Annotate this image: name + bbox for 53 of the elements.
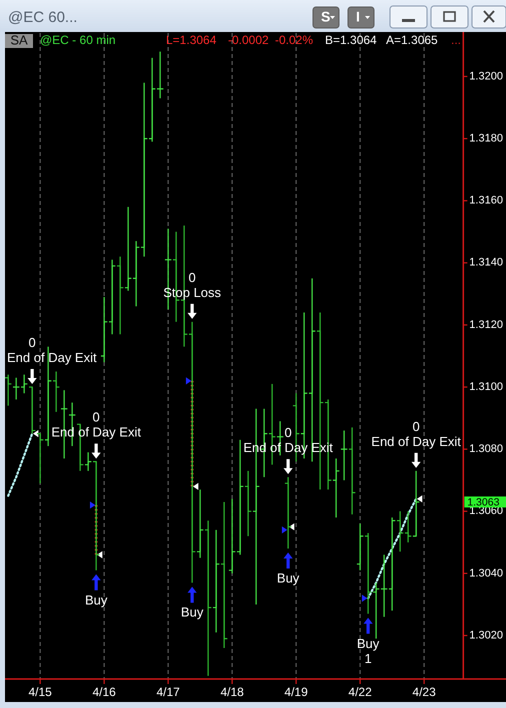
candlestick (356, 523, 364, 571)
y-tick-label: 1.3180 (469, 132, 503, 144)
annotation: 0 End of Day Exit (371, 419, 462, 450)
x-tick-label: 4/15 (28, 685, 52, 700)
candlestick (412, 470, 420, 537)
annotation: SA (10, 32, 28, 48)
text: S (321, 8, 330, 25)
candlestick (212, 529, 220, 634)
text: ... (451, 33, 462, 48)
annotation: Buy (180, 605, 204, 620)
annotation: Buy (84, 592, 108, 608)
y-tick-label: 1.3100 (469, 380, 503, 393)
candlestick (5, 374, 12, 406)
x-tick-label: 4/18 (220, 685, 244, 700)
candlestick (92, 460, 100, 571)
candlestick (364, 532, 372, 614)
candlestick (52, 370, 60, 413)
x-tick-label: 4/19 (284, 685, 308, 700)
x-tick-label: 4/16 (92, 685, 116, 700)
candlestick (116, 256, 124, 335)
candlestick (36, 433, 44, 484)
candlestick (196, 488, 204, 558)
candlestick (220, 501, 228, 649)
annotation: Buy 1 (356, 636, 380, 666)
annotation: 0 End of Day Exit (7, 335, 97, 366)
annotation: L=1.3064 (166, 33, 217, 48)
candlestick (332, 458, 340, 518)
y-tick-label: 1.3160 (469, 194, 503, 207)
candlestick (340, 430, 348, 481)
y-tick-label: 1.3120 (469, 318, 503, 331)
x-tick-label: 4/23 (412, 685, 436, 700)
y-tick-label: 1.3080 (469, 443, 503, 456)
candlestick (244, 470, 252, 537)
candlestick (348, 426, 356, 515)
annotation: A=1.3065 (386, 33, 438, 48)
candlestick (28, 386, 36, 434)
candlestick (84, 452, 92, 472)
y-tick-label: 1.3140 (469, 256, 503, 269)
y-tick-label: 1.3040 (469, 567, 503, 580)
x-tick-label: 4/17 (156, 685, 180, 700)
y-tick-label: 1.3020 (469, 629, 503, 642)
text: 1.3063 (467, 496, 500, 508)
chart-title: @EC 60... (8, 8, 78, 26)
x-tick-label: 4/22 (348, 685, 372, 700)
candlestick (284, 476, 292, 550)
y-tick-label: 1.3200 (469, 70, 503, 82)
chart-subtitle: @EC - 60 min (40, 33, 116, 48)
annotation: B=1.3064 (325, 33, 378, 48)
annotation: -0.0002 (228, 33, 270, 48)
annotation: Buy (276, 570, 300, 586)
text: I (356, 8, 360, 25)
candlestick (204, 520, 212, 676)
annotation: -0.02% (275, 33, 314, 48)
